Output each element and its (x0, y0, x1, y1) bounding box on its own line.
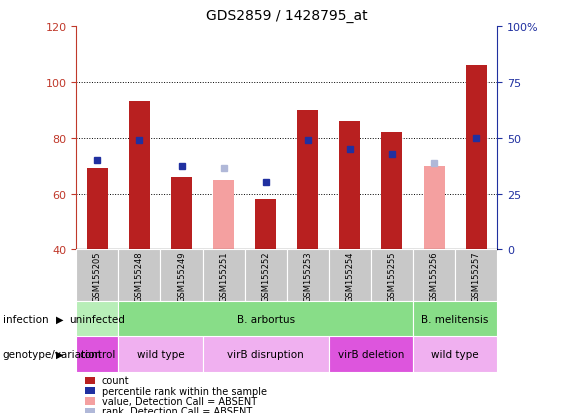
Text: GSM155253: GSM155253 (303, 250, 312, 301)
Bar (119, 250, 160, 301)
Title: GDS2859 / 1428795_at: GDS2859 / 1428795_at (206, 9, 368, 23)
Text: GSM155205: GSM155205 (93, 251, 102, 301)
Bar (85, 408, 95, 413)
Bar (297, 110, 318, 250)
Text: ▶: ▶ (55, 314, 63, 324)
Bar (287, 250, 329, 301)
Bar (160, 250, 202, 301)
Bar (455, 250, 497, 301)
Bar (413, 301, 497, 337)
Bar (381, 133, 402, 250)
Text: virB deletion: virB deletion (338, 349, 404, 359)
Text: wild type: wild type (431, 349, 479, 359)
Bar (129, 102, 150, 250)
Bar (371, 250, 413, 301)
Bar (413, 250, 455, 301)
Text: value, Detection Call = ABSENT: value, Detection Call = ABSENT (102, 396, 257, 406)
Bar (202, 337, 329, 372)
Bar (119, 301, 413, 337)
Bar (171, 178, 192, 250)
Text: GSM155249: GSM155249 (177, 251, 186, 301)
Text: GSM155256: GSM155256 (429, 250, 438, 301)
Bar (329, 250, 371, 301)
Bar (424, 166, 445, 250)
Text: virB disruption: virB disruption (227, 349, 304, 359)
Bar (85, 387, 95, 394)
Bar (202, 250, 245, 301)
Text: GSM155257: GSM155257 (472, 250, 481, 301)
Text: GSM155252: GSM155252 (261, 251, 270, 301)
Text: GSM155255: GSM155255 (388, 251, 397, 301)
Bar (340, 121, 360, 250)
Bar (245, 250, 287, 301)
Text: uninfected: uninfected (69, 314, 125, 324)
Text: GSM155251: GSM155251 (219, 251, 228, 301)
Text: count: count (102, 375, 129, 385)
Bar (85, 397, 95, 405)
Text: ▶: ▶ (55, 349, 63, 359)
Text: GSM155248: GSM155248 (135, 250, 144, 301)
Text: B. melitensis: B. melitensis (421, 314, 489, 324)
Text: B. arbortus: B. arbortus (237, 314, 295, 324)
Text: control: control (79, 349, 115, 359)
Bar (255, 200, 276, 250)
Bar (119, 337, 202, 372)
Bar (87, 169, 108, 250)
Bar (329, 337, 413, 372)
Bar (76, 301, 119, 337)
Text: wild type: wild type (137, 349, 184, 359)
Bar (85, 377, 95, 384)
Text: percentile rank within the sample: percentile rank within the sample (102, 386, 267, 396)
Bar (466, 66, 486, 250)
Bar (76, 250, 119, 301)
Bar (413, 337, 497, 372)
Text: GSM155254: GSM155254 (345, 251, 354, 301)
Text: infection: infection (3, 314, 49, 324)
Bar (76, 337, 119, 372)
Text: genotype/variation: genotype/variation (3, 349, 102, 359)
Bar (213, 180, 234, 250)
Text: rank, Detection Call = ABSENT: rank, Detection Call = ABSENT (102, 406, 252, 413)
